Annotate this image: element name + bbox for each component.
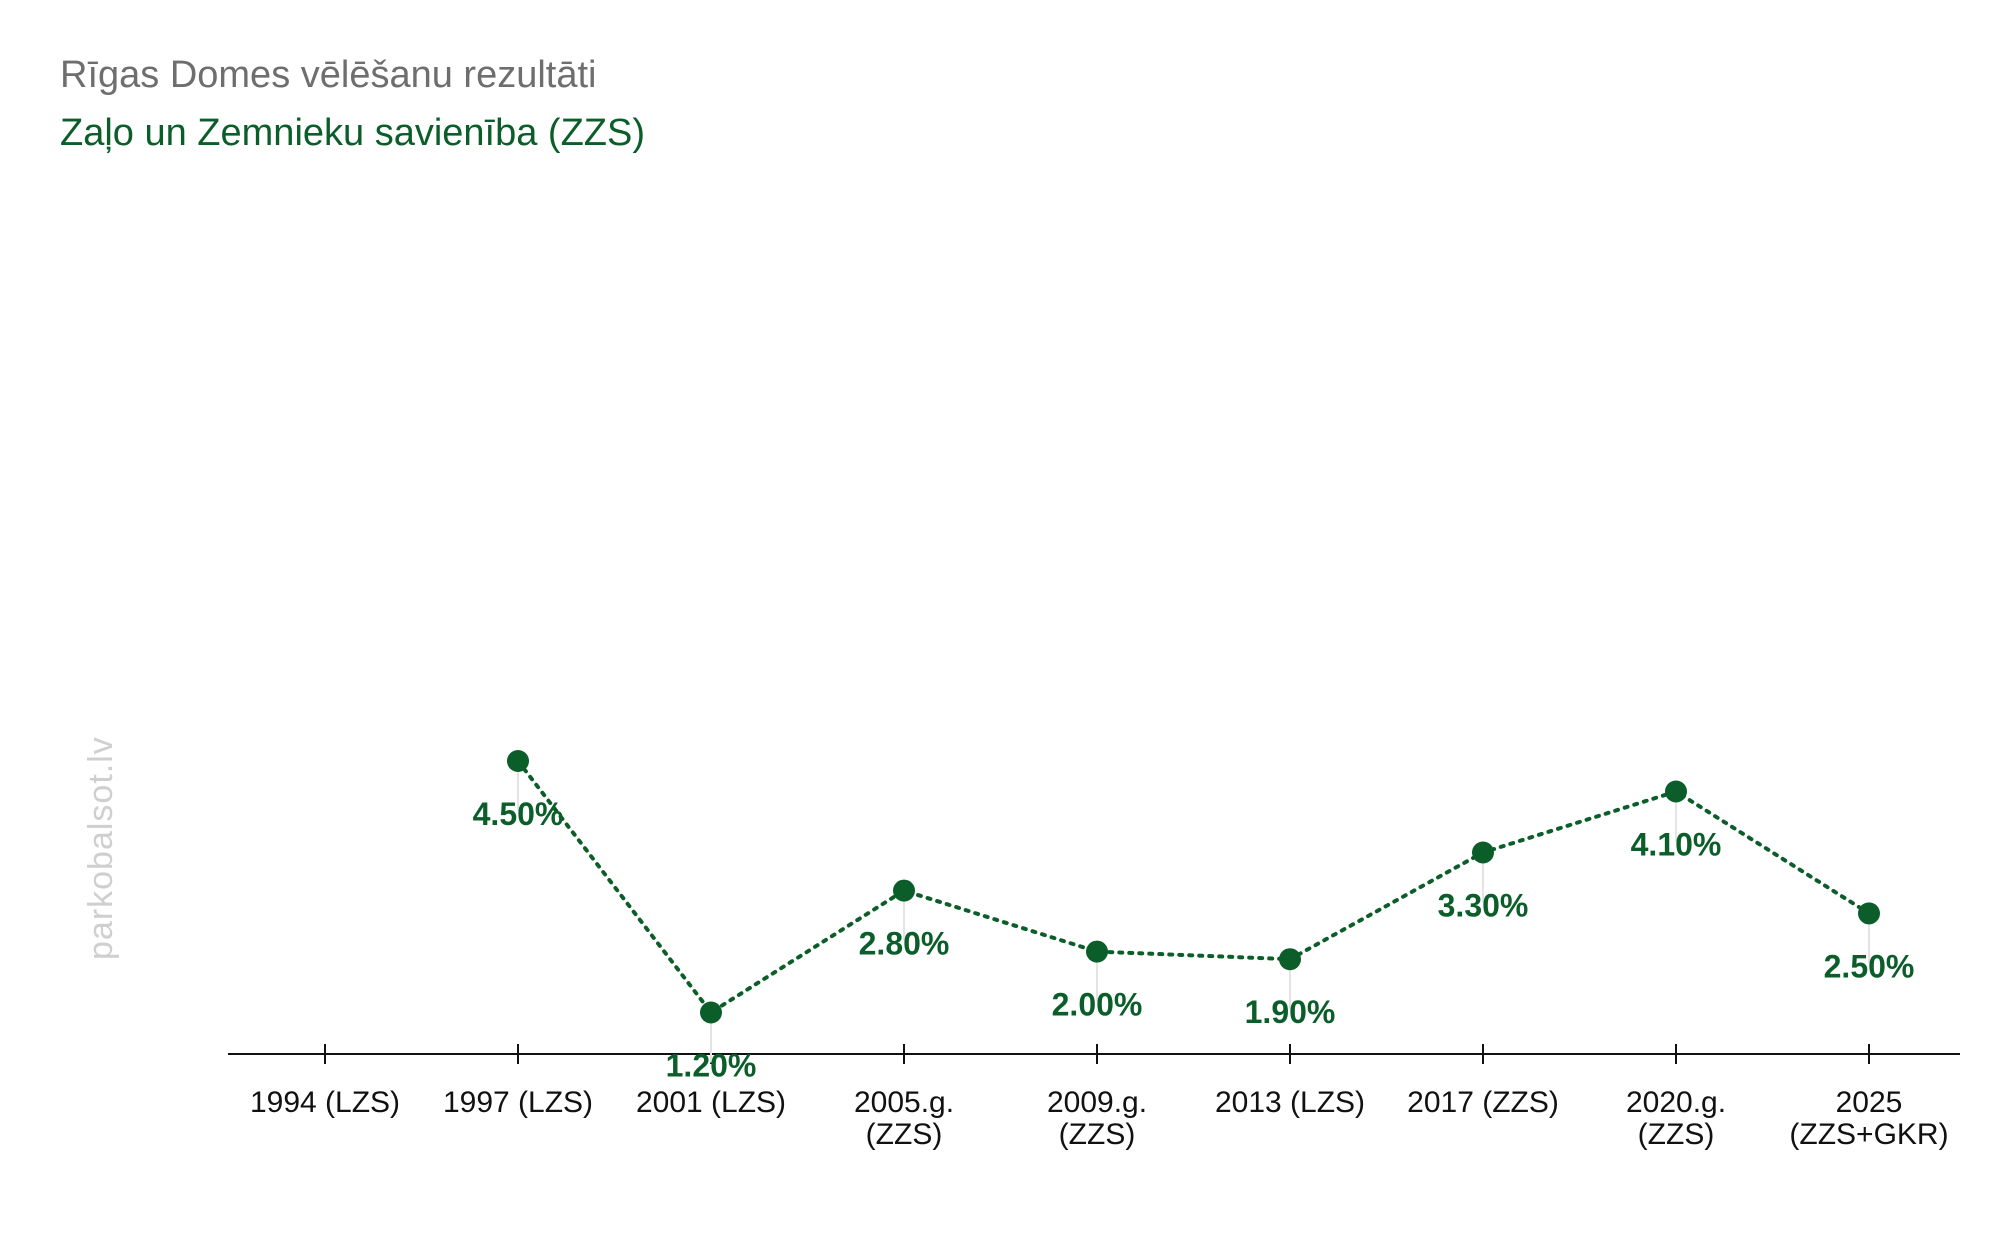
x-tick-label: 1994 (LZS) — [250, 1086, 400, 1119]
data-label: 2.80% — [859, 926, 950, 962]
x-tick-label: 2005.g. — [854, 1086, 954, 1119]
data-point — [1279, 948, 1301, 971]
chart-title: Rīgas Domes vēlēšanu rezultāti — [60, 54, 597, 96]
data-label: 4.10% — [1631, 827, 1722, 863]
data-labels: 4.50% 1.20% 2.80% 2.00% 1.90% 3.30% 4.10% 2.50% — [473, 796, 1915, 1084]
series-line — [516, 759, 1871, 1016]
x-tick-label: 2009.g. — [1047, 1086, 1147, 1119]
x-tick-label: 2001 (LZS) — [636, 1086, 786, 1119]
x-tick-label: (ZZS) — [1059, 1118, 1136, 1151]
x-tick-label: (ZZS) — [1638, 1118, 1715, 1151]
x-tick-label: (ZZS) — [866, 1118, 943, 1151]
chart-subtitle: Zaļo un Zemnieku savienība (ZZS) — [60, 112, 646, 154]
x-tick-label: 2013 (LZS) — [1215, 1086, 1365, 1119]
data-label: 1.90% — [1245, 994, 1336, 1030]
x-tick-label: 2020.g. — [1626, 1086, 1726, 1119]
data-point — [893, 879, 915, 902]
data-label: 2.50% — [1824, 948, 1915, 984]
x-tick-label: 2025 — [1836, 1086, 1903, 1119]
data-point — [1665, 780, 1687, 803]
data-point — [1858, 902, 1880, 925]
data-label: 2.00% — [1052, 987, 1143, 1023]
data-point — [700, 1001, 722, 1024]
x-tick-label: (ZZS+GKR) — [1789, 1118, 1948, 1151]
data-point — [1086, 940, 1108, 963]
x-tick-label: 1997 (LZS) — [443, 1086, 593, 1119]
data-point — [507, 750, 529, 772]
x-tick-label: 2017 (ZZS) — [1407, 1086, 1559, 1119]
data-label: 1.20% — [666, 1048, 757, 1084]
data-label: 4.50% — [473, 796, 564, 832]
x-axis: 1994 (LZS) 1997 (LZS) 2001 (LZS) 2005.g.(ZZ… — [228, 1044, 1960, 1151]
data-point — [1472, 841, 1494, 864]
data-points — [507, 750, 1880, 1024]
data-label: 3.30% — [1438, 888, 1529, 924]
